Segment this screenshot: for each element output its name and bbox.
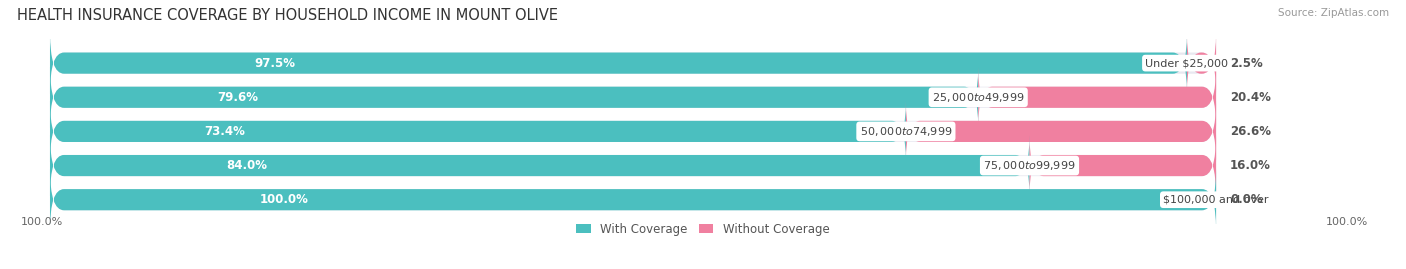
FancyBboxPatch shape <box>51 169 1216 230</box>
FancyBboxPatch shape <box>51 67 1216 128</box>
FancyBboxPatch shape <box>51 101 905 162</box>
FancyBboxPatch shape <box>1187 33 1216 94</box>
FancyBboxPatch shape <box>51 33 1187 94</box>
FancyBboxPatch shape <box>51 67 979 128</box>
Legend: With Coverage, Without Coverage: With Coverage, Without Coverage <box>572 218 834 240</box>
Text: 84.0%: 84.0% <box>226 159 267 172</box>
FancyBboxPatch shape <box>51 135 1216 196</box>
Text: 16.0%: 16.0% <box>1230 159 1271 172</box>
Text: Under $25,000: Under $25,000 <box>1146 58 1229 68</box>
Text: 26.6%: 26.6% <box>1230 125 1271 138</box>
Text: 20.4%: 20.4% <box>1230 91 1271 104</box>
Text: 100.0%: 100.0% <box>21 217 63 227</box>
Text: 97.5%: 97.5% <box>254 56 295 70</box>
Text: 79.6%: 79.6% <box>217 91 259 104</box>
FancyBboxPatch shape <box>905 101 1216 162</box>
Text: 73.4%: 73.4% <box>204 125 245 138</box>
Text: $25,000 to $49,999: $25,000 to $49,999 <box>932 91 1025 104</box>
Text: 0.0%: 0.0% <box>1230 193 1263 206</box>
Text: $50,000 to $74,999: $50,000 to $74,999 <box>859 125 952 138</box>
Text: 2.5%: 2.5% <box>1230 56 1263 70</box>
FancyBboxPatch shape <box>51 135 1029 196</box>
Text: 100.0%: 100.0% <box>260 193 309 206</box>
FancyBboxPatch shape <box>51 101 1216 162</box>
Text: $75,000 to $99,999: $75,000 to $99,999 <box>983 159 1076 172</box>
FancyBboxPatch shape <box>51 33 1216 94</box>
FancyBboxPatch shape <box>51 169 1216 230</box>
Text: HEALTH INSURANCE COVERAGE BY HOUSEHOLD INCOME IN MOUNT OLIVE: HEALTH INSURANCE COVERAGE BY HOUSEHOLD I… <box>17 8 558 23</box>
Text: Source: ZipAtlas.com: Source: ZipAtlas.com <box>1278 8 1389 18</box>
FancyBboxPatch shape <box>1029 135 1216 196</box>
Text: 100.0%: 100.0% <box>1326 217 1368 227</box>
Text: $100,000 and over: $100,000 and over <box>1163 195 1268 205</box>
FancyBboxPatch shape <box>979 67 1216 128</box>
